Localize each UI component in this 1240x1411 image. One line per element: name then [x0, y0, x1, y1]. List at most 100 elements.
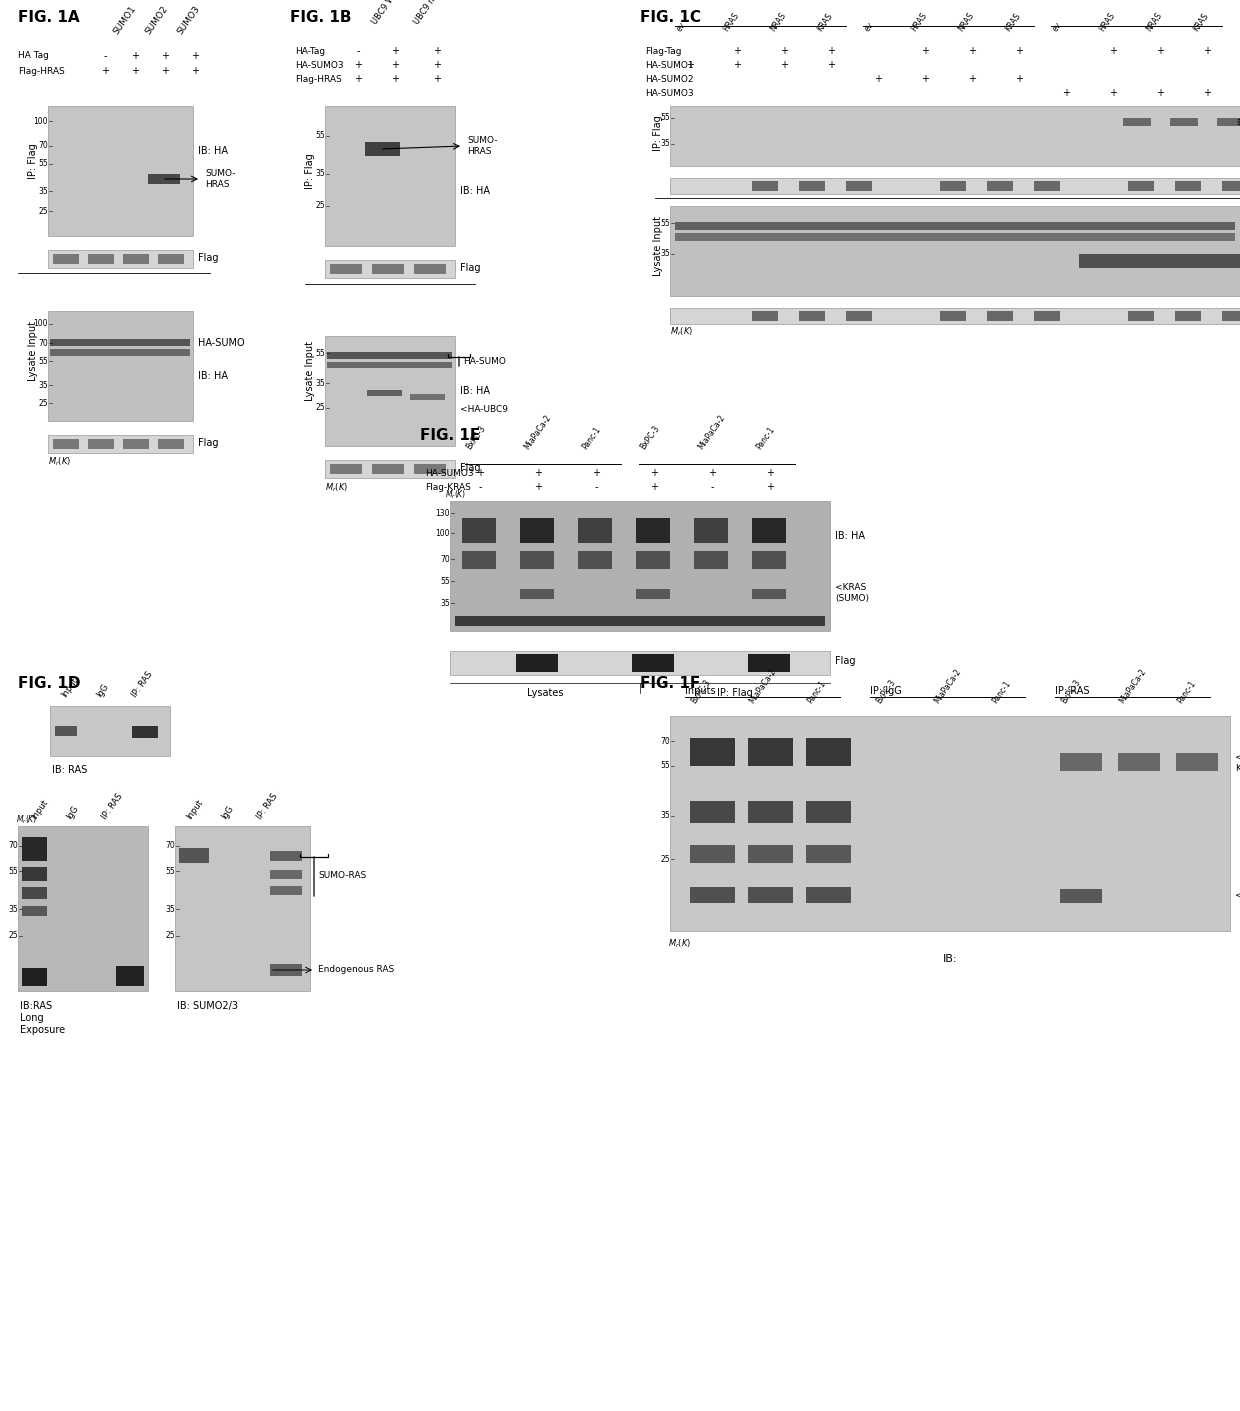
Bar: [751, 552, 786, 569]
Bar: [689, 845, 735, 864]
Text: +: +: [100, 66, 109, 76]
Bar: [1176, 753, 1218, 770]
Bar: [53, 254, 79, 264]
Text: KRAS: KRAS: [816, 11, 835, 32]
Bar: [987, 181, 1013, 190]
Text: IB: HA: IB: HA: [835, 531, 866, 540]
Text: Panc-1: Panc-1: [755, 425, 777, 452]
Bar: [325, 460, 455, 478]
Bar: [365, 143, 401, 157]
Text: Input: Input: [60, 676, 79, 698]
Text: KRAS: KRAS: [1192, 11, 1211, 32]
Text: +: +: [433, 73, 441, 85]
Text: SUMO-RAS: SUMO-RAS: [317, 872, 366, 880]
Text: +: +: [921, 47, 929, 56]
Text: +: +: [766, 468, 774, 478]
Bar: [19, 825, 148, 991]
Text: BxPC-3: BxPC-3: [689, 677, 713, 706]
Bar: [330, 264, 362, 274]
Bar: [636, 518, 670, 543]
Text: +: +: [968, 73, 976, 85]
Bar: [1060, 889, 1102, 903]
Text: +: +: [827, 47, 835, 56]
Bar: [748, 655, 790, 672]
Text: IgG: IgG: [219, 804, 236, 821]
Text: IB: HA: IB: HA: [460, 186, 490, 196]
Text: 70: 70: [165, 841, 175, 851]
Text: $M_r(K)$: $M_r(K)$: [668, 938, 691, 951]
Text: +: +: [733, 61, 742, 71]
Bar: [48, 435, 193, 453]
Text: Panc-1: Panc-1: [991, 679, 1013, 706]
Text: 25: 25: [661, 855, 670, 864]
Text: FIG. 1E: FIG. 1E: [420, 429, 480, 443]
Text: SUMO2: SUMO2: [144, 4, 170, 37]
Text: 25: 25: [38, 206, 48, 216]
Text: Panc-1: Panc-1: [582, 425, 603, 452]
Bar: [22, 906, 47, 916]
Text: Input: Input: [185, 797, 205, 821]
Bar: [806, 845, 851, 864]
Bar: [748, 845, 794, 864]
Text: 35: 35: [660, 140, 670, 148]
Bar: [806, 801, 851, 823]
Text: BxPC-3: BxPC-3: [465, 423, 487, 452]
Text: 70: 70: [660, 737, 670, 745]
Text: 35: 35: [9, 904, 19, 913]
Bar: [1118, 753, 1159, 770]
Bar: [179, 848, 210, 864]
Text: KRAS: KRAS: [1004, 11, 1023, 32]
Text: Inputs: Inputs: [684, 686, 715, 696]
Bar: [53, 439, 79, 449]
Text: 55: 55: [440, 577, 450, 586]
Bar: [1123, 119, 1151, 126]
Text: -: -: [594, 483, 598, 492]
Text: 100: 100: [435, 529, 450, 538]
Bar: [694, 518, 728, 543]
Text: +: +: [650, 468, 658, 478]
Text: +: +: [874, 73, 882, 85]
Bar: [123, 439, 149, 449]
Text: FIG. 1F: FIG. 1F: [640, 676, 701, 690]
Text: <SUMO-
KRAS: <SUMO- KRAS: [1235, 753, 1240, 773]
Text: Panc-1: Panc-1: [1176, 679, 1198, 706]
Text: +: +: [591, 468, 600, 478]
Text: Lysate Input: Lysate Input: [653, 216, 663, 277]
Text: +: +: [131, 51, 139, 61]
Bar: [1060, 753, 1102, 770]
Bar: [22, 866, 47, 880]
Text: Exposure: Exposure: [20, 1024, 66, 1036]
Text: +: +: [391, 61, 399, 71]
Bar: [1176, 310, 1202, 320]
Text: +: +: [353, 61, 362, 71]
Text: +: +: [708, 468, 715, 478]
Bar: [694, 552, 728, 569]
Bar: [270, 871, 303, 879]
Text: Flag-KRAS: Flag-KRAS: [425, 483, 471, 491]
Bar: [670, 206, 1240, 296]
Bar: [131, 727, 157, 738]
Text: Flag: Flag: [460, 262, 481, 272]
Text: IB: HA: IB: HA: [460, 387, 490, 396]
Text: 25: 25: [165, 931, 175, 941]
Text: 130: 130: [435, 508, 450, 518]
Text: 70: 70: [38, 141, 48, 151]
Text: 55: 55: [315, 131, 325, 141]
Bar: [751, 310, 777, 320]
Text: +: +: [1061, 87, 1070, 97]
Text: BxPC-3: BxPC-3: [1060, 677, 1083, 706]
Bar: [327, 351, 453, 358]
Text: IP: Flag: IP: Flag: [717, 689, 753, 698]
Bar: [578, 518, 613, 543]
Bar: [670, 308, 1240, 325]
Bar: [689, 738, 735, 766]
Bar: [325, 336, 455, 446]
Bar: [799, 181, 825, 190]
Bar: [270, 964, 303, 976]
Text: 55: 55: [38, 357, 48, 365]
Text: +: +: [780, 47, 787, 56]
Bar: [751, 588, 786, 600]
Bar: [414, 264, 446, 274]
Bar: [117, 967, 144, 986]
Text: FIG. 1D: FIG. 1D: [19, 676, 81, 690]
